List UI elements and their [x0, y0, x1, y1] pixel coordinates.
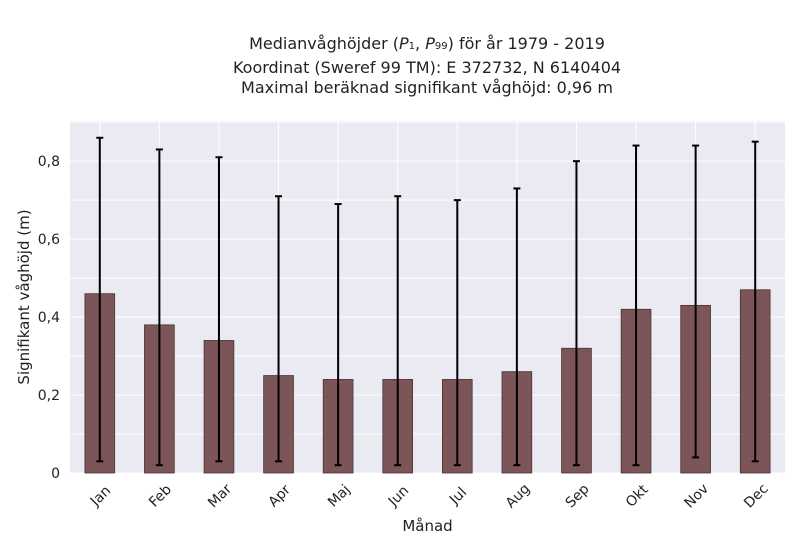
x-tick-label: Apr	[265, 482, 294, 511]
chart-title-line-3: Maximal beräknad signifikant våghöjd: 0,…	[241, 78, 613, 97]
x-tick-label: Jun	[385, 483, 412, 510]
x-axis-label: Månad	[402, 517, 452, 535]
x-tick-labels: Jan Feb Mar Apr Maj Jun Jul Aug Sep Okt Nov Dec	[87, 481, 772, 512]
y-tick-label: 0,4	[38, 310, 60, 326]
chart-title-line-1: Medianvåghöjder (P1, P99) för år 1979 - …	[249, 34, 605, 53]
x-tick-label: Dec	[741, 481, 771, 511]
error-bars	[96, 136, 759, 467]
x-tick-label: Jan	[87, 483, 114, 510]
y-axis-label: Signifikant våghöjd (m)	[15, 209, 33, 384]
y-tick-label: 0,6	[38, 232, 60, 248]
x-tick-label: Nov	[681, 481, 712, 512]
x-tick-label: Feb	[146, 482, 175, 511]
x-tick-label: Maj	[325, 482, 354, 511]
y-tick-label: 0,8	[38, 154, 60, 170]
y-tick-label: 0,2	[38, 388, 60, 404]
y-tick-label: 0	[51, 466, 60, 482]
x-tick-label: Aug	[503, 481, 534, 512]
x-tick-label: Sep	[563, 481, 593, 511]
chart-title-line-2: Koordinat (Sweref 99 TM): E 372732, N 61…	[232, 58, 622, 77]
plot-area	[70, 121, 785, 473]
y-tick-labels: 0 0,2 0,4 0,6 0,8	[38, 154, 60, 482]
x-tick-label: Mar	[205, 481, 235, 511]
x-tick-label: Okt	[623, 481, 652, 510]
x-tick-label: Jul	[446, 485, 470, 509]
